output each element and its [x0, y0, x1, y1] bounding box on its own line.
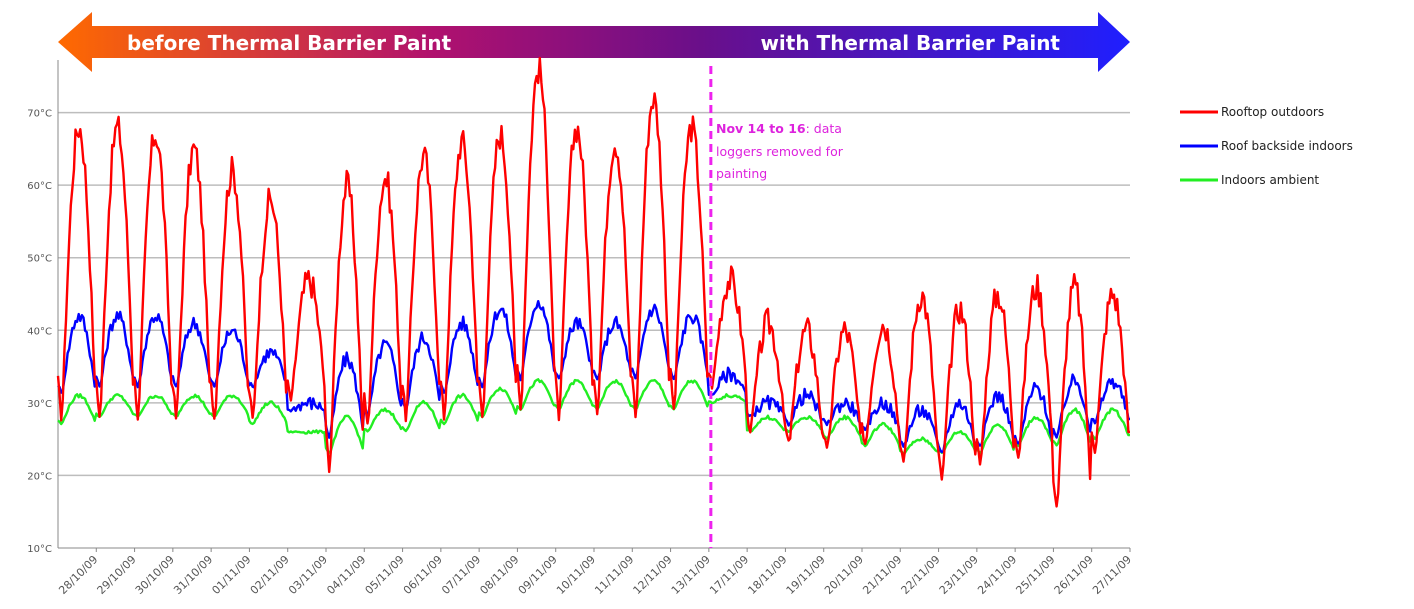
annotation-line-3: painting	[716, 166, 767, 181]
x-tick-label: 28/10/09	[56, 553, 100, 597]
legend-item-rooftop-outdoors: Rooftop outdoors	[1180, 105, 1324, 119]
y-tick-label: 10°C	[27, 544, 52, 555]
x-tick-label: 31/10/09	[171, 553, 215, 597]
x-tick-label: 29/10/09	[95, 553, 139, 597]
legend-label-indoors-ambient: Indoors ambient	[1221, 173, 1319, 187]
y-tick-label: 50°C	[27, 254, 52, 265]
painting-annotation: Nov 14 to 16: data loggers removed for p…	[716, 121, 844, 181]
series-line-rooftop-outdoors	[56, 56, 1130, 508]
annotation-line-2: loggers removed for	[716, 144, 844, 159]
x-tick-label: 07/11/09	[439, 553, 483, 597]
x-tick-label: 18/11/09	[745, 553, 789, 597]
banner-arrow	[58, 12, 1130, 72]
x-tick-label: 03/11/09	[286, 553, 330, 597]
x-tick-label: 10/11/09	[554, 553, 598, 597]
x-tick-label: 11/11/09	[592, 553, 636, 597]
x-tick-label: 05/11/09	[363, 553, 407, 597]
legend-label-rooftop-outdoors: Rooftop outdoors	[1221, 105, 1324, 119]
y-tick-label: 60°C	[27, 181, 52, 192]
series-line-roof-backside-indoors	[57, 300, 1130, 454]
x-axis-ticks: 28/10/0929/10/0930/10/0931/10/0901/11/09…	[56, 548, 1134, 597]
y-tick-label: 20°C	[27, 471, 52, 482]
x-tick-label: 30/10/09	[133, 553, 177, 597]
y-axis-ticks: 10°C 20°C 30°C 40°C 50°C 60°C 70°C	[27, 109, 52, 555]
x-tick-label: 13/11/09	[669, 553, 713, 597]
y-tick-label: 40°C	[27, 326, 52, 337]
y-tick-label: 30°C	[27, 399, 52, 410]
x-tick-label: 25/11/09	[1013, 553, 1057, 597]
banner-left-label: before Thermal Barrier Paint	[127, 31, 452, 55]
x-tick-label: 09/11/09	[516, 553, 560, 597]
grid-lines	[58, 111, 1130, 477]
y-tick-label: 70°C	[27, 109, 52, 120]
banner-right-label: with Thermal Barrier Paint	[760, 31, 1060, 55]
x-tick-label: 26/11/09	[1052, 553, 1096, 597]
series-line-indoors-ambient	[57, 378, 1130, 455]
legend: Rooftop outdoors Roof backside indoors I…	[1180, 105, 1353, 187]
annotation-line-1-rest: : data	[806, 121, 842, 136]
legend-item-roof-backside-indoors: Roof backside indoors	[1180, 139, 1353, 153]
x-tick-label: 21/11/09	[860, 553, 904, 597]
x-tick-label: 23/11/09	[937, 553, 981, 597]
annotation-dates: Nov 14 to 16	[716, 121, 806, 136]
x-tick-label: 24/11/09	[975, 553, 1019, 597]
x-tick-label: 12/11/09	[631, 553, 675, 597]
x-tick-label: 08/11/09	[477, 553, 521, 597]
series-lines	[56, 56, 1130, 508]
x-tick-label: 04/11/09	[324, 553, 368, 597]
x-tick-label: 27/11/09	[1090, 553, 1134, 597]
x-tick-label: 17/11/09	[707, 553, 751, 597]
banner: before Thermal Barrier Paint with Therma…	[58, 12, 1130, 72]
legend-item-indoors-ambient: Indoors ambient	[1180, 173, 1319, 187]
x-tick-label: 19/11/09	[784, 553, 828, 597]
x-tick-label: 06/11/09	[401, 553, 445, 597]
x-tick-label: 20/11/09	[822, 553, 866, 597]
x-tick-label: 01/11/09	[209, 553, 253, 597]
legend-label-roof-backside-indoors: Roof backside indoors	[1221, 139, 1353, 153]
x-tick-label: 02/11/09	[248, 553, 292, 597]
annotation-line-1: Nov 14 to 16: data	[716, 121, 842, 136]
x-tick-label: 22/11/09	[899, 553, 943, 597]
